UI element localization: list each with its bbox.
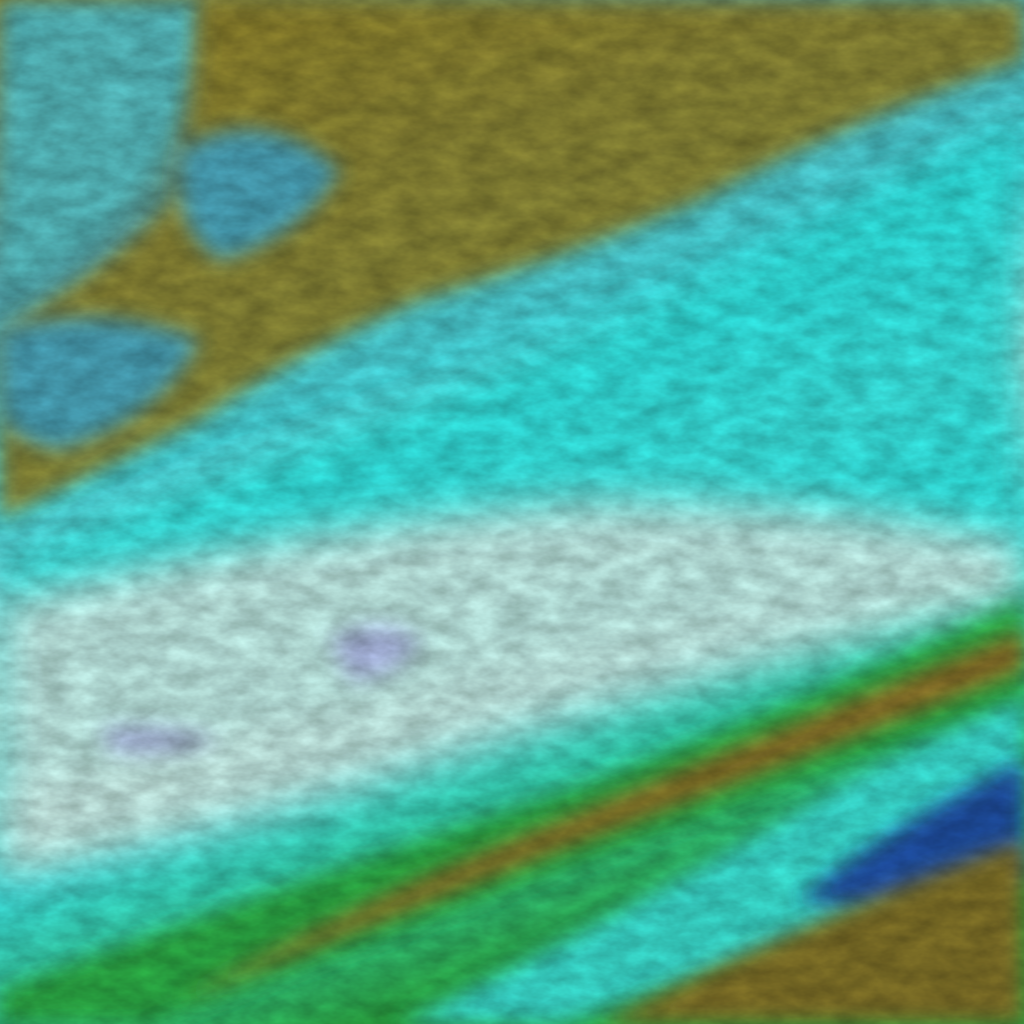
- surface-texture: [0, 0, 1024, 1024]
- satellite-image: [0, 0, 1024, 1024]
